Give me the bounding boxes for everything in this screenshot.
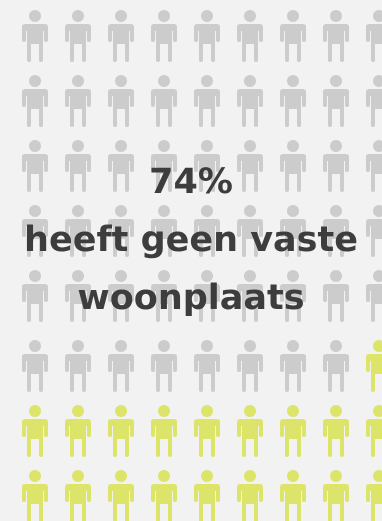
person-icon bbox=[20, 405, 50, 457]
person-icon bbox=[149, 140, 179, 192]
person-icon bbox=[364, 405, 382, 457]
person-icon bbox=[321, 140, 351, 192]
person-icon bbox=[235, 140, 265, 192]
person-icon bbox=[20, 10, 50, 62]
person-icon bbox=[106, 140, 136, 192]
person-icon bbox=[20, 270, 50, 322]
person-icon bbox=[278, 270, 308, 322]
person-icon bbox=[364, 270, 382, 322]
person-icon bbox=[321, 270, 351, 322]
person-icon bbox=[192, 470, 222, 521]
person-icon bbox=[149, 10, 179, 62]
person-icon bbox=[321, 470, 351, 521]
person-icon bbox=[149, 405, 179, 457]
person-icon bbox=[106, 340, 136, 392]
person-icon bbox=[192, 205, 222, 257]
person-icon bbox=[63, 405, 93, 457]
person-icon bbox=[106, 205, 136, 257]
person-icon bbox=[63, 340, 93, 392]
person-icon bbox=[192, 10, 222, 62]
person-icon bbox=[321, 340, 351, 392]
person-icon bbox=[20, 205, 50, 257]
person-icon bbox=[364, 470, 382, 521]
person-icon bbox=[235, 10, 265, 62]
person-icon bbox=[278, 75, 308, 127]
person-icon bbox=[278, 205, 308, 257]
person-icon bbox=[20, 75, 50, 127]
person-icon bbox=[20, 340, 50, 392]
person-icon bbox=[278, 405, 308, 457]
person-icon bbox=[235, 405, 265, 457]
person-icon bbox=[149, 75, 179, 127]
person-icon bbox=[235, 340, 265, 392]
person-icon bbox=[63, 140, 93, 192]
person-icon bbox=[192, 340, 222, 392]
person-icon bbox=[192, 405, 222, 457]
person-icon bbox=[20, 140, 50, 192]
person-icon bbox=[63, 270, 93, 322]
person-icon bbox=[63, 10, 93, 62]
person-icon bbox=[63, 470, 93, 521]
person-icon bbox=[364, 205, 382, 257]
person-icon bbox=[20, 470, 50, 521]
person-icon bbox=[106, 270, 136, 322]
person-icon bbox=[192, 140, 222, 192]
person-icon bbox=[278, 470, 308, 521]
person-icon bbox=[364, 75, 382, 127]
person-icon bbox=[63, 205, 93, 257]
person-icon bbox=[235, 470, 265, 521]
person-icon bbox=[106, 470, 136, 521]
person-icon bbox=[321, 75, 351, 127]
person-icon bbox=[278, 10, 308, 62]
person-icon bbox=[278, 340, 308, 392]
person-icon bbox=[235, 270, 265, 322]
person-icon bbox=[364, 340, 382, 392]
person-icon bbox=[106, 10, 136, 62]
person-icon bbox=[321, 10, 351, 62]
person-icon bbox=[192, 75, 222, 127]
person-icon bbox=[235, 75, 265, 127]
person-icon bbox=[192, 270, 222, 322]
person-icon bbox=[149, 340, 179, 392]
person-icon bbox=[364, 140, 382, 192]
person-icon bbox=[321, 405, 351, 457]
person-icon bbox=[149, 205, 179, 257]
person-icon bbox=[364, 10, 382, 62]
person-icon bbox=[149, 270, 179, 322]
person-icon bbox=[278, 140, 308, 192]
person-icon bbox=[321, 205, 351, 257]
person-icon bbox=[106, 75, 136, 127]
person-icon bbox=[63, 75, 93, 127]
person-icon bbox=[235, 205, 265, 257]
person-icon bbox=[149, 470, 179, 521]
person-icon bbox=[106, 405, 136, 457]
